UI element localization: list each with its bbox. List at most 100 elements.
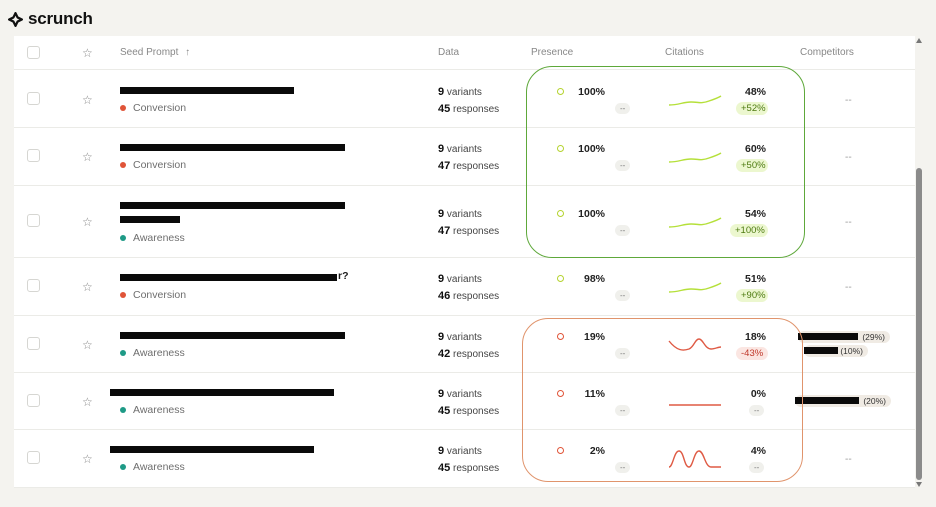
presence-percent: 19% — [583, 330, 605, 343]
tag-dot-icon — [120, 162, 126, 168]
star-icon[interactable]: ☆ — [82, 150, 93, 164]
tag-dot-icon — [120, 349, 126, 356]
presence-change: -- — [615, 462, 631, 473]
presence-change: -- — [615, 404, 631, 416]
citations-percent: 51% — [744, 273, 766, 285]
competitor-share: (20%) — [863, 395, 886, 406]
variants-count: 9 variants — [438, 273, 482, 285]
star-icon[interactable]: ☆ — [82, 280, 93, 294]
presence-percent: 100% — [578, 208, 605, 220]
table-row[interactable]: ☆ Awareness 9 variants 45 responses 11% -- 0% -… — [14, 373, 915, 430]
redacted-prompt-text — [120, 202, 345, 209]
citations-percent: 4% — [750, 445, 766, 457]
presence-status-icon — [557, 447, 564, 454]
tag-label: Awareness — [133, 461, 185, 473]
citations-percent: 60% — [744, 143, 766, 155]
table-row[interactable]: ☆ Awareness 9 variants 47 responses 100% -- 54… — [14, 186, 915, 258]
presence-status-icon — [557, 145, 564, 152]
tag-label: Conversion — [133, 101, 187, 114]
redacted-competitor-name — [795, 396, 859, 404]
prompt-tag: Awareness — [120, 347, 185, 359]
responses-count: 46 responses — [438, 290, 500, 302]
star-icon[interactable]: ☆ — [82, 46, 93, 60]
citations-percent: 54% — [744, 208, 766, 220]
presence-change: -- — [615, 160, 631, 171]
table-row[interactable]: ☆ Awareness 9 variants 45 responses 2% -- 4% --… — [14, 430, 915, 488]
citations-change: -- — [749, 462, 765, 473]
citations-percent: 0% — [750, 387, 766, 400]
redacted-competitor-name — [798, 332, 858, 340]
presence-status-icon — [557, 210, 564, 217]
competitors-empty: -- — [845, 152, 852, 163]
competitors-empty: -- — [845, 94, 852, 106]
column-header-seed-prompt[interactable]: Seed Prompt ↑ — [120, 47, 190, 58]
scrollbar-thumb[interactable] — [916, 168, 922, 480]
presence-percent: 100% — [578, 143, 605, 155]
prompt-tag: Conversion — [120, 159, 186, 171]
redacted-prompt-text — [110, 446, 314, 453]
scroll-up-icon[interactable] — [916, 38, 922, 43]
presence-percent: 98% — [583, 273, 605, 285]
table-header: ☆ Seed Prompt ↑ Data Presence Citations … — [14, 36, 915, 70]
table-row[interactable]: ☆ r? Conversion 9 variants 46 responses 98% --… — [14, 258, 915, 316]
presence-change: -- — [615, 290, 631, 301]
row-checkbox[interactable] — [27, 336, 40, 350]
vertical-scrollbar[interactable] — [915, 36, 923, 488]
citations-sparkline — [668, 337, 722, 351]
row-checkbox[interactable] — [27, 393, 40, 407]
redacted-prompt-text — [120, 86, 294, 94]
prompt-title[interactable]: r? — [338, 270, 349, 282]
star-icon[interactable]: ☆ — [82, 215, 93, 229]
column-header-citations[interactable]: Citations — [665, 47, 704, 58]
tag-label: Conversion — [133, 159, 187, 171]
row-checkbox[interactable] — [27, 279, 40, 292]
row-checkbox[interactable] — [27, 149, 40, 162]
variants-count: 9 variants — [438, 143, 482, 155]
competitor-share: (29%) — [862, 331, 885, 342]
row-checkbox[interactable] — [27, 451, 40, 464]
redacted-prompt-text — [120, 216, 180, 223]
star-icon[interactable]: ☆ — [82, 337, 93, 352]
brand[interactable]: scrunch — [8, 9, 93, 29]
prompt-tag: Awareness — [120, 232, 185, 244]
star-icon[interactable]: ☆ — [82, 92, 93, 107]
responses-count: 47 responses — [438, 160, 500, 172]
variants-count: 9 variants — [438, 445, 482, 457]
redacted-competitor-name — [804, 346, 838, 354]
redacted-prompt-text — [120, 331, 345, 339]
competitor-pill[interactable]: (20%) — [795, 394, 891, 407]
presence-percent: 2% — [589, 445, 605, 457]
responses-count: 45 responses — [438, 404, 500, 417]
star-icon[interactable]: ☆ — [82, 452, 93, 466]
competitors-empty: -- — [845, 454, 852, 465]
citations-change-badge: +100% — [730, 224, 768, 237]
presence-status-icon — [557, 87, 564, 95]
tag-dot-icon — [120, 235, 126, 241]
competitor-pill[interactable]: (29%) — [798, 330, 890, 343]
select-all-checkbox[interactable] — [27, 46, 40, 59]
column-header-competitors[interactable]: Competitors — [800, 47, 854, 58]
star-icon[interactable]: ☆ — [82, 394, 93, 409]
row-checkbox[interactable] — [27, 91, 40, 105]
tag-label: Awareness — [133, 232, 185, 244]
table-row[interactable]: ☆ Conversion 9 variants 47 responses 100% -- 6… — [14, 128, 915, 186]
citations-change: -- — [749, 404, 765, 416]
citations-change-badge: +50% — [736, 159, 768, 172]
variants-count: 9 variants — [438, 387, 482, 400]
citations-percent: 48% — [744, 85, 766, 98]
redacted-prompt-text — [120, 274, 337, 281]
redacted-prompt-text — [120, 144, 345, 151]
column-header-data[interactable]: Data — [438, 47, 460, 58]
competitor-share: (10%) — [840, 345, 863, 356]
table-row[interactable]: ☆ Awareness 9 variants 42 responses 19% -- 18%… — [14, 316, 915, 373]
scroll-down-icon[interactable] — [916, 482, 922, 487]
sort-arrow-up-icon: ↑ — [185, 47, 191, 58]
column-header-presence[interactable]: Presence — [531, 47, 574, 58]
row-checkbox[interactable] — [27, 214, 40, 227]
citations-change-badge: -43% — [736, 346, 768, 360]
citations-sparkline — [668, 217, 722, 228]
competitor-pill[interactable]: (10%) — [804, 344, 868, 357]
table-row[interactable]: ☆ Conversion 9 variants 45 responses 100% -- 4… — [14, 71, 915, 128]
prompt-tag: Conversion — [120, 289, 186, 301]
responses-count: 42 responses — [438, 347, 500, 360]
